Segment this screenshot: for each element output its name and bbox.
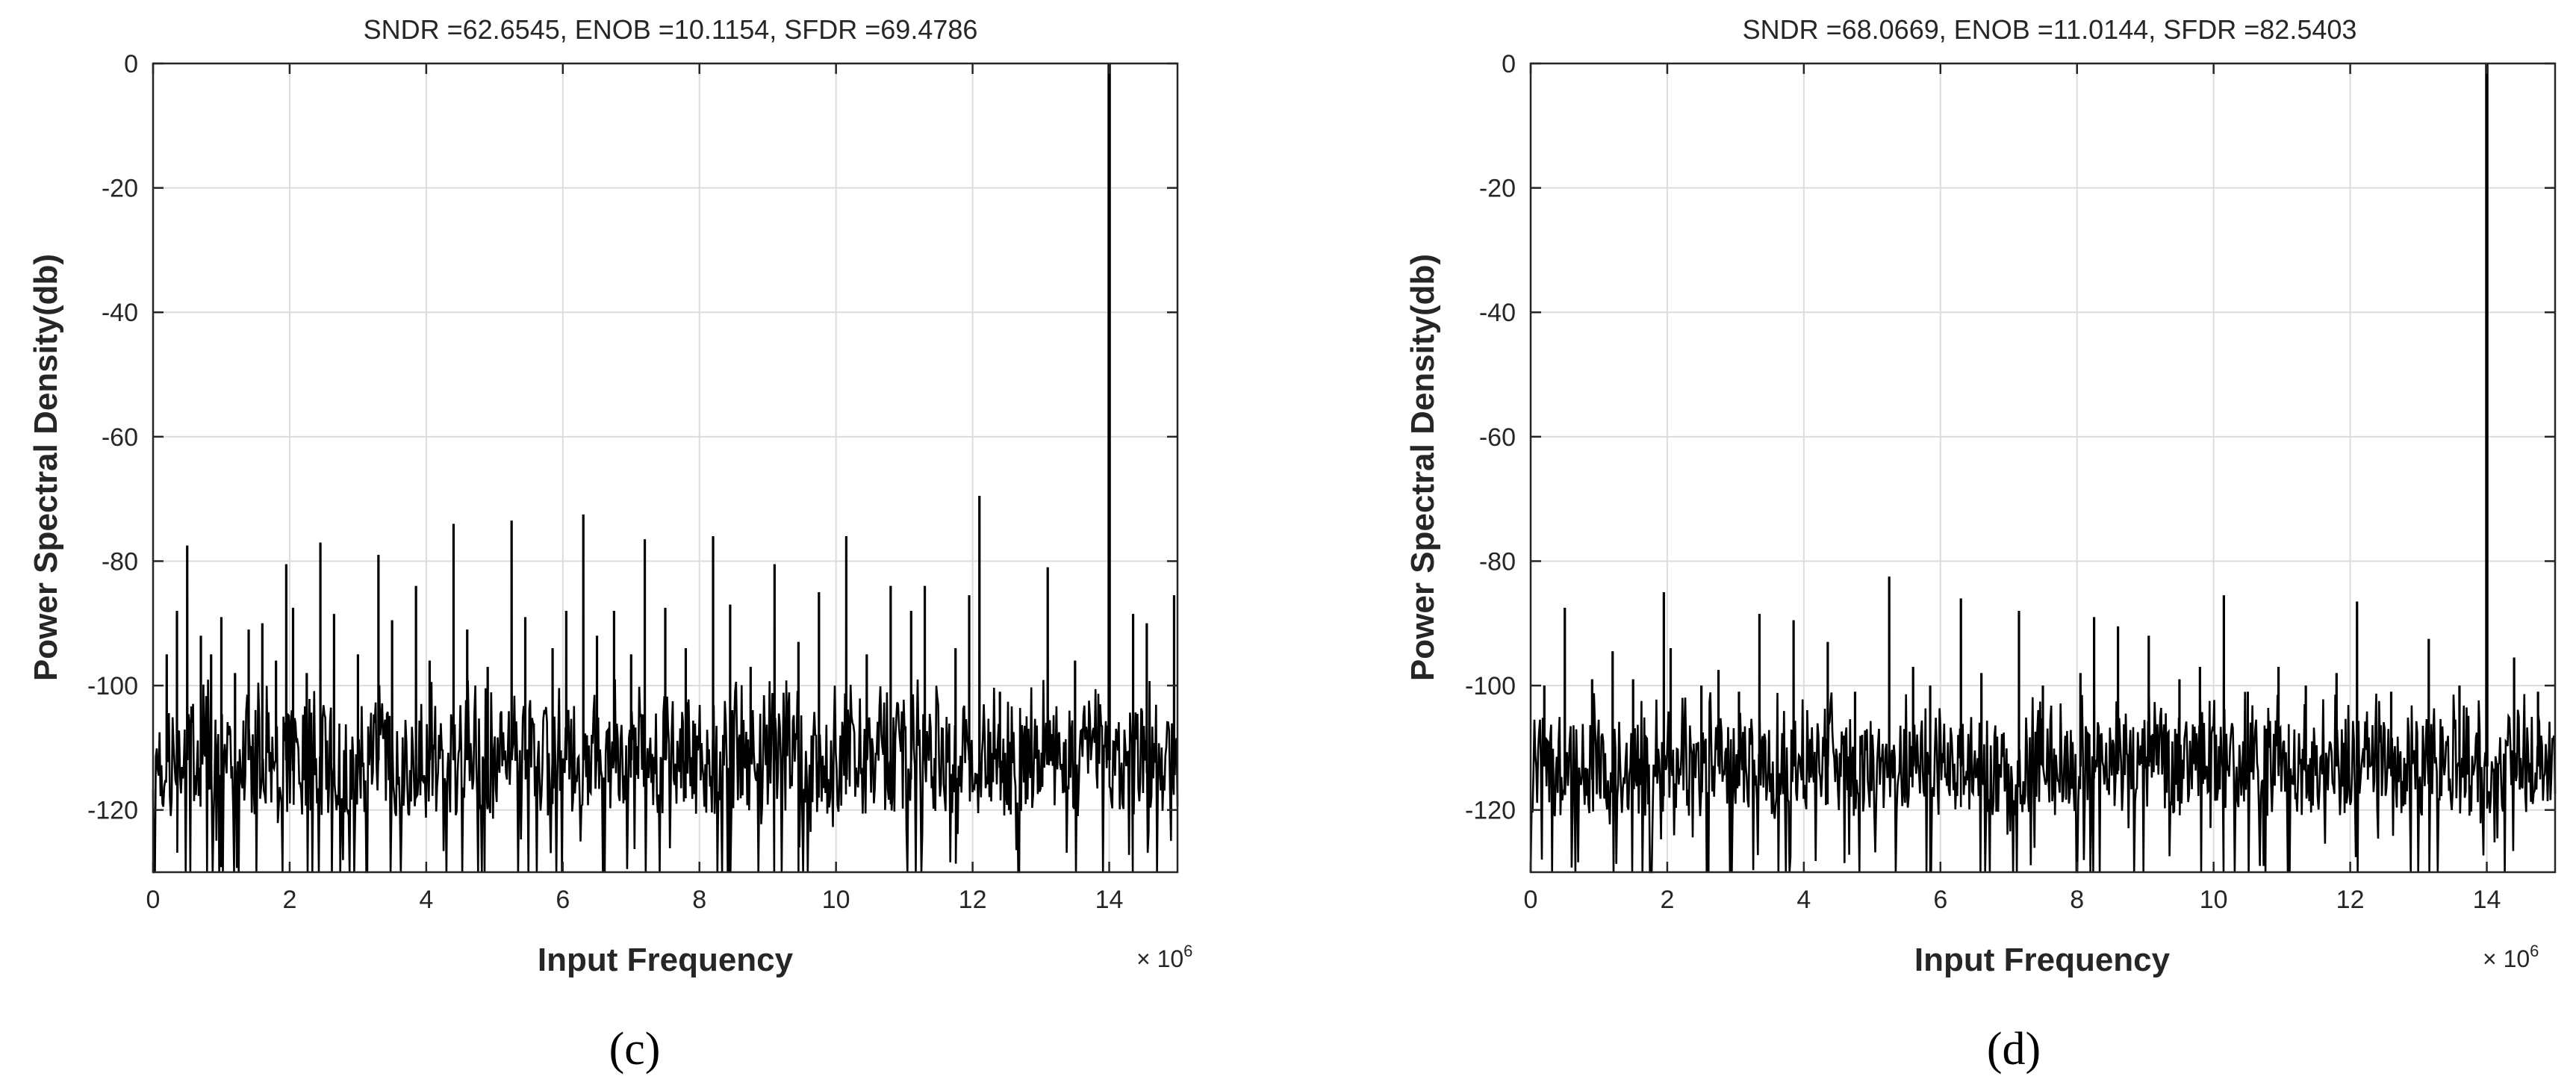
chart-panel-d: SNDR =68.0669, ENOB =11.0144, SFDR =82.5… [1404, 14, 2557, 1075]
y-tick-label: -120 [1465, 797, 1516, 825]
y-tick-label: -120 [87, 797, 138, 825]
y-axis-label: Power Spectral Density(db) [1404, 254, 1441, 681]
y-axis-ticks: 0 -20 -40 -60 -80 -100 -120 [87, 50, 1177, 825]
x-axis-ticks: 0 2 4 6 8 10 12 14 [1524, 63, 2501, 914]
y-tick-label: -20 [1479, 175, 1516, 203]
panel-caption-c: (c) [609, 1024, 661, 1075]
x-exponent-power: 6 [1183, 942, 1192, 960]
x-exponent-base: × 10 [2483, 945, 2530, 972]
x-exponent-base: × 10 [1136, 945, 1183, 972]
chart-title: SNDR =68.0669, ENOB =11.0144, SFDR =82.5… [1743, 14, 2357, 45]
x-axis-exponent: × 106 [1136, 942, 1192, 972]
y-tick-label: 0 [124, 50, 138, 78]
x-tick-label: 8 [2070, 886, 2084, 914]
x-tick-label: 6 [1933, 886, 1947, 914]
x-axis-ticks: 0 2 4 6 8 10 12 14 [146, 63, 1124, 914]
y-tick-label: -20 [102, 175, 138, 203]
x-tick-label: 4 [1796, 886, 1811, 914]
x-axis-exponent: × 106 [2483, 942, 2539, 972]
x-tick-label: 14 [2473, 886, 2501, 914]
x-tick-label: 0 [146, 886, 161, 914]
panel-caption-d: (d) [1987, 1024, 2041, 1075]
y-tick-label: -80 [102, 547, 138, 576]
chart-title: SNDR =62.6545, ENOB =10.1154, SFDR =69.4… [364, 14, 978, 45]
y-tick-label: 0 [1502, 50, 1516, 78]
plot-frame [152, 62, 1179, 874]
noise-floor-line [1529, 63, 2557, 874]
chart-panel-c: SNDR =62.6545, ENOB =10.1154, SFDR =69.4… [28, 14, 1192, 1075]
plot-frame [1529, 62, 2557, 874]
y-tick-label: -100 [1465, 672, 1516, 700]
x-tick-label: 2 [282, 886, 296, 914]
x-tick-label: 12 [959, 886, 987, 914]
spectrum-trace [1529, 63, 2557, 874]
x-exponent-power: 6 [2530, 942, 2539, 960]
x-tick-label: 10 [2200, 886, 2228, 914]
spectrum-trace [152, 63, 1179, 874]
y-tick-label: -60 [102, 423, 138, 452]
y-tick-label: -40 [1479, 299, 1516, 327]
x-tick-label: 10 [822, 886, 850, 914]
x-tick-label: 12 [2336, 886, 2365, 914]
y-tick-label: -80 [1479, 547, 1516, 576]
x-tick-label: 6 [556, 886, 570, 914]
grid [153, 63, 1177, 872]
y-axis-label: Power Spectral Density(db) [28, 254, 64, 681]
y-axis-ticks: 0 -20 -40 -60 -80 -100 -120 [1465, 50, 2555, 825]
y-tick-label: -60 [1479, 423, 1516, 452]
x-tick-label: 0 [1524, 886, 1538, 914]
y-tick-label: -40 [102, 299, 138, 327]
x-tick-label: 14 [1095, 886, 1124, 914]
x-tick-label: 4 [419, 886, 433, 914]
x-tick-label: 2 [1660, 886, 1674, 914]
x-axis-label: Input Frequency [538, 942, 794, 978]
x-tick-label: 8 [692, 886, 706, 914]
y-tick-label: -100 [87, 672, 138, 700]
x-axis-label: Input Frequency [1914, 942, 2171, 978]
